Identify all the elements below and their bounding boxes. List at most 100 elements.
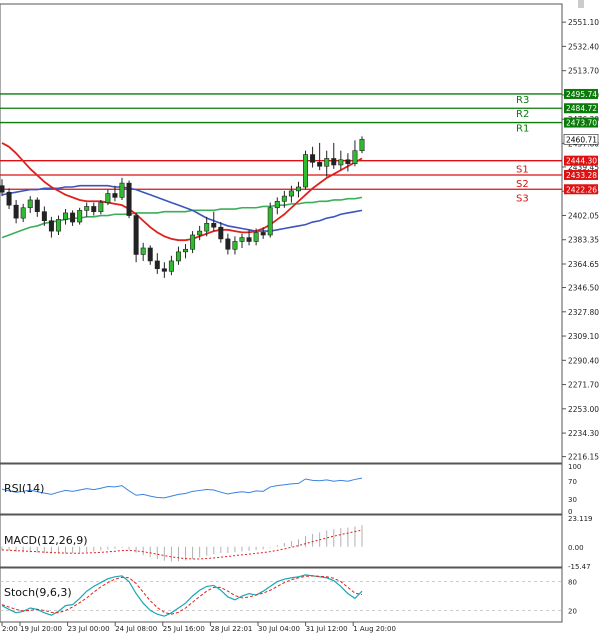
candle-down xyxy=(34,199,40,212)
candle-up xyxy=(239,237,245,242)
price-tick-label: 2290.40 xyxy=(568,356,599,365)
level-label-r1: R1 xyxy=(516,124,529,135)
candle-down xyxy=(317,162,323,167)
scroll-marker xyxy=(578,0,584,8)
stoch-scale-label: 80 xyxy=(568,579,577,587)
time-label: 1 Aug 20:00 xyxy=(353,625,396,633)
price-tick-label: 2383.35 xyxy=(568,236,599,245)
candle-up xyxy=(140,247,146,255)
price-tick-label: 2346.50 xyxy=(568,284,599,293)
candle-down xyxy=(246,237,252,242)
time-axis: 2:00 19 Jul 20:00 23 Jul 00:00 24 Jul 08:00… xyxy=(1,622,396,633)
candle-down xyxy=(6,191,12,206)
price-tick-label: 2216.15 xyxy=(568,453,599,462)
time-label: 24 Jul 08:00 xyxy=(115,625,157,633)
price-tick-label: 2551.10 xyxy=(568,18,599,27)
level-tag-bg xyxy=(564,184,598,195)
stoch-k-line xyxy=(1,574,363,617)
rsi-label: RSI(14) xyxy=(4,482,44,495)
candle-up xyxy=(190,234,196,250)
price-tick-label: 2513.70 xyxy=(568,67,599,76)
candle-up xyxy=(168,260,174,272)
candle-up xyxy=(20,207,26,219)
candle-down xyxy=(218,226,224,240)
candle-up xyxy=(324,158,330,167)
level-tag-bg xyxy=(564,155,598,166)
level-tag-text: 2473.70 xyxy=(566,119,597,128)
candle-up xyxy=(197,230,203,236)
macd-scale-label: 0.00 xyxy=(568,544,584,552)
candle-up xyxy=(63,212,69,220)
level-label-r2: R2 xyxy=(516,109,529,120)
panel-frames xyxy=(0,0,584,623)
level-tag-text: 2444.30 xyxy=(566,157,597,166)
candle-up xyxy=(295,186,301,192)
stoch-d-line xyxy=(1,575,363,615)
candle-down xyxy=(260,232,266,236)
candle-up xyxy=(352,150,358,164)
time-label: 30 Jul 04:00 xyxy=(258,625,300,633)
level-tag-text: 2422.26 xyxy=(566,185,597,194)
candle-up xyxy=(119,182,125,198)
macd-label: MACD(12,26,9) xyxy=(4,534,88,547)
candle-down xyxy=(41,211,47,222)
candle-up xyxy=(274,200,280,209)
macd-signal-line xyxy=(1,529,363,560)
candle-down xyxy=(225,238,231,250)
candle-down xyxy=(0,185,5,193)
level-label-s3: S3 xyxy=(516,193,529,204)
candle-up xyxy=(359,139,365,151)
current-price-tag-bg xyxy=(563,134,599,145)
candle-down xyxy=(13,204,19,219)
candle-up xyxy=(232,241,238,250)
candle-up xyxy=(204,223,210,232)
candle-up xyxy=(288,190,294,197)
price-tick-label: 2439.45 xyxy=(568,163,599,172)
rsi-line xyxy=(1,477,363,499)
macd-scale-label: -15.47 xyxy=(568,563,591,571)
price-tick-label: 2364.65 xyxy=(568,260,599,269)
time-label: 28 Jul 22:01 xyxy=(210,625,252,633)
price-tick-label: 2309.10 xyxy=(568,332,599,341)
level-tag-text: 2433.28 xyxy=(566,171,597,180)
level-label-r3: R3 xyxy=(516,95,529,106)
level-label-s2: S2 xyxy=(516,179,529,190)
candle-up xyxy=(27,199,33,209)
candle-down xyxy=(310,154,316,163)
rsi-scale-label: 70 xyxy=(568,478,577,486)
price-scale: 2551.102532.402513.702495.002476.302457.… xyxy=(562,18,599,615)
candle-down xyxy=(133,215,139,255)
price-tick-label: 2234.30 xyxy=(568,429,599,438)
candle-up xyxy=(77,210,83,223)
time-label: 2:00 xyxy=(2,625,18,633)
candle-up xyxy=(175,251,181,262)
candle-down xyxy=(70,212,76,223)
stoch-pane: Stoch(9,6,3) xyxy=(0,574,562,617)
candle-down xyxy=(154,260,160,270)
rsi-pane: RSI(14) xyxy=(1,477,363,499)
candle-up xyxy=(303,154,309,188)
pane-frame xyxy=(0,567,563,623)
candle-down xyxy=(211,223,217,228)
candle-up xyxy=(183,248,189,253)
ma-line-green xyxy=(1,196,363,239)
candle-down xyxy=(91,206,97,212)
pane-frame xyxy=(0,3,563,464)
macd-scale-label: 23.119 xyxy=(568,515,593,523)
candle-down xyxy=(331,158,337,166)
macd-pane: MACD(12,26,9) xyxy=(1,525,363,562)
rsi-scale-label: 0 xyxy=(568,508,572,516)
candle-up xyxy=(105,193,111,203)
candle-up xyxy=(267,207,273,236)
rsi-scale-label: 100 xyxy=(568,463,581,471)
level-tag-bg xyxy=(564,117,598,128)
main-price-pane: R3 R2 R1 S1 S2 S3 xyxy=(0,93,562,278)
time-label: 25 Jul 16:00 xyxy=(163,625,205,633)
candle-up xyxy=(281,195,287,202)
price-tick-label: 2532.40 xyxy=(568,42,599,51)
candle-up xyxy=(84,206,90,211)
price-tick-label: 2271.70 xyxy=(568,381,599,390)
level-label-s1: S1 xyxy=(516,165,529,176)
